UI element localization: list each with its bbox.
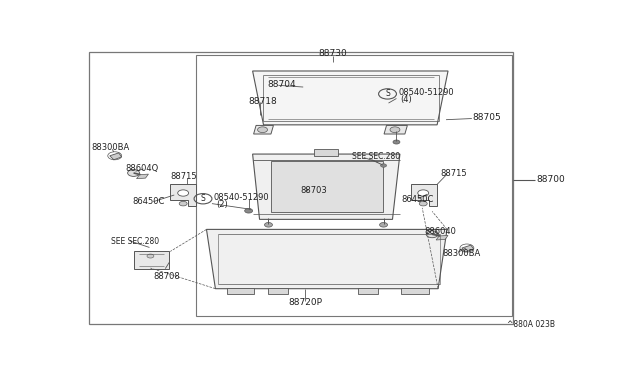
Bar (227, 288, 254, 294)
Text: 886040: 886040 (424, 227, 456, 236)
Polygon shape (384, 125, 408, 134)
Bar (314, 150, 338, 156)
Text: 88704: 88704 (268, 80, 296, 89)
Polygon shape (207, 230, 447, 289)
Text: 88715: 88715 (440, 169, 467, 178)
Circle shape (426, 231, 438, 238)
Bar (89, 52, 513, 324)
Text: 88705: 88705 (473, 113, 502, 122)
Circle shape (127, 170, 140, 176)
Text: (4): (4) (400, 95, 412, 104)
Circle shape (393, 140, 400, 144)
Circle shape (418, 190, 429, 196)
Text: 86450C: 86450C (132, 196, 164, 206)
Text: 88718: 88718 (249, 97, 277, 106)
Circle shape (390, 127, 400, 132)
Text: 88604Q: 88604Q (125, 164, 159, 173)
Circle shape (419, 201, 428, 206)
Circle shape (147, 254, 154, 258)
Circle shape (178, 190, 189, 196)
Circle shape (257, 127, 268, 132)
Text: 88703: 88703 (300, 186, 327, 195)
Text: (2): (2) (216, 200, 228, 209)
Text: 88730: 88730 (319, 49, 348, 58)
Polygon shape (253, 71, 448, 125)
Polygon shape (436, 235, 448, 240)
Circle shape (264, 222, 273, 227)
Polygon shape (170, 185, 196, 206)
Polygon shape (110, 153, 122, 160)
Bar (134, 251, 169, 269)
Circle shape (380, 222, 388, 227)
Text: 88720P: 88720P (288, 298, 322, 307)
Text: ^880A 023B: ^880A 023B (507, 320, 555, 329)
Text: 08540-51290: 08540-51290 (214, 193, 269, 202)
Text: 86450C: 86450C (401, 195, 434, 204)
Polygon shape (412, 185, 437, 206)
Polygon shape (136, 174, 148, 179)
Text: 88708: 88708 (154, 272, 180, 280)
Polygon shape (253, 125, 273, 134)
Polygon shape (462, 245, 474, 252)
Text: 08540-51290: 08540-51290 (399, 88, 454, 97)
Polygon shape (253, 154, 400, 219)
Text: S: S (200, 194, 205, 203)
Text: S: S (385, 89, 390, 99)
Bar (271, 161, 383, 212)
Text: SEE SEC.280: SEE SEC.280 (352, 153, 400, 161)
Text: 88300BA: 88300BA (91, 143, 129, 152)
Bar (196, 55, 511, 316)
Text: 88300BA: 88300BA (442, 248, 481, 258)
Text: 88715: 88715 (170, 173, 197, 182)
Text: SEE SEC.280: SEE SEC.280 (111, 237, 159, 246)
Circle shape (381, 164, 387, 167)
Circle shape (179, 201, 187, 206)
Bar (401, 288, 429, 294)
Circle shape (244, 208, 253, 213)
Bar (358, 288, 378, 294)
Bar (269, 288, 288, 294)
Text: 88700: 88700 (536, 175, 565, 185)
